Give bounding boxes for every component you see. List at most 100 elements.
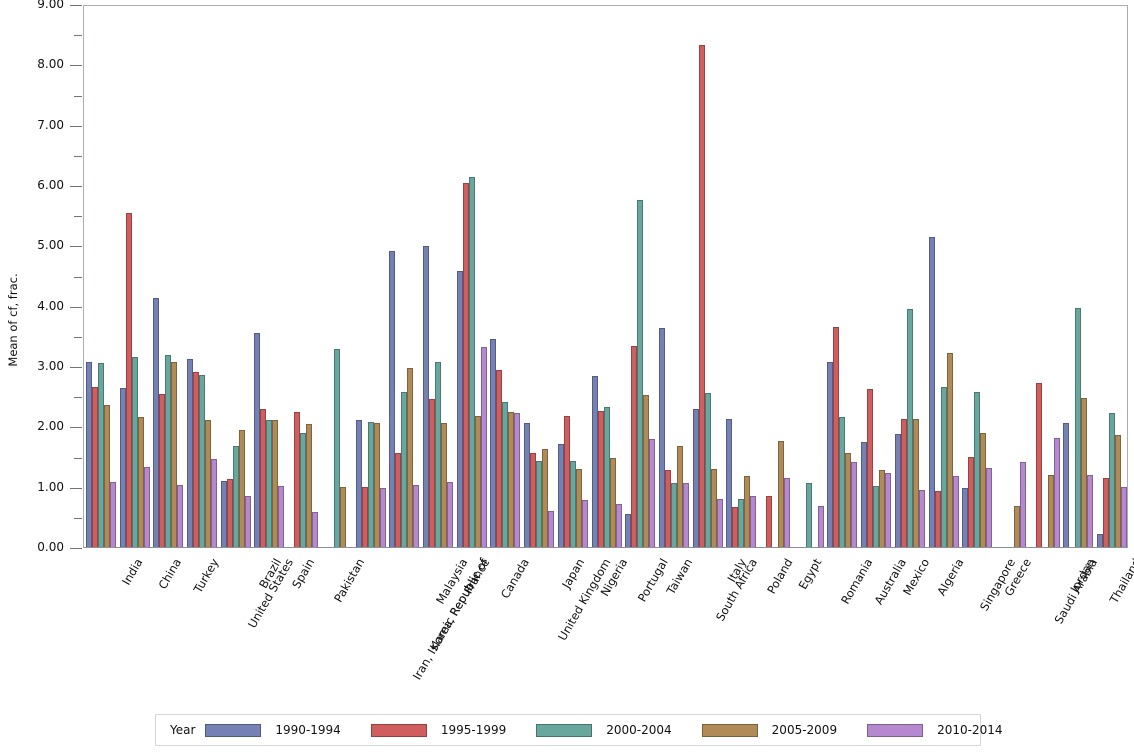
bar <box>272 420 279 547</box>
x-axis-tick-label: Canada <box>497 556 532 601</box>
plot-area <box>83 5 1128 548</box>
y-axis-tick <box>70 186 82 187</box>
bar <box>603 407 610 547</box>
x-axis-tick-label: Italy <box>724 556 749 585</box>
y-axis-tick-label: 5.00 <box>37 238 64 253</box>
bar <box>85 362 92 547</box>
x-axis-tick-label: Brazil <box>255 556 284 591</box>
bar <box>490 339 497 547</box>
bar-group <box>1030 4 1060 547</box>
bar <box>698 45 705 547</box>
bar <box>805 483 812 547</box>
x-axis-tick-label: Taiwan <box>663 556 696 597</box>
legend-item[interactable]: 2000-2004 <box>536 723 697 737</box>
y-axis-tick <box>70 246 82 248</box>
bar <box>373 423 380 547</box>
x-axis-tick-label: Pakistan <box>331 556 368 605</box>
x-axis-tick-label: United Kingdom <box>555 556 614 643</box>
bar <box>143 466 150 547</box>
legend-swatch <box>205 723 262 737</box>
legend-item[interactable]: 1990-1994 <box>205 723 366 737</box>
bar <box>861 442 868 547</box>
y-axis-tick-label: 3.00 <box>37 359 64 373</box>
y-axis-tick-label: 7.00 <box>37 117 64 132</box>
x-axis-tick-label: Jordan <box>1067 556 1098 595</box>
bar <box>946 352 953 547</box>
bar <box>912 418 919 547</box>
bar <box>204 419 211 547</box>
y-axis-tick-label: 1.00 <box>37 479 64 494</box>
bar <box>1097 533 1104 547</box>
bar <box>962 487 969 547</box>
bar <box>980 432 987 547</box>
bar <box>851 461 858 547</box>
bar <box>294 412 301 547</box>
bar <box>1020 461 1027 547</box>
y-axis-minor-tick <box>74 216 82 218</box>
bar <box>333 349 340 547</box>
bar <box>845 453 852 547</box>
bar <box>1075 308 1082 547</box>
y-axis-tick-label: 0.00 <box>37 540 64 554</box>
bar <box>91 386 98 547</box>
bar <box>778 440 785 547</box>
bar-group <box>760 4 791 547</box>
bar <box>413 484 420 547</box>
bar <box>446 482 453 547</box>
x-axis-tick-label: Korea, Republic of <box>426 556 491 653</box>
legend-label: 2000-2004 <box>606 723 672 737</box>
bar <box>597 410 604 547</box>
bar <box>480 347 487 547</box>
bar <box>232 445 239 547</box>
y-axis-minor-tick <box>74 276 82 278</box>
legend-item[interactable]: 2010-2014 <box>867 723 1028 737</box>
x-axis-tick-label: Nigeria <box>597 556 631 599</box>
bar <box>817 505 824 547</box>
bar <box>379 487 386 547</box>
bar <box>867 388 874 547</box>
bar <box>159 394 166 547</box>
bar-group <box>389 4 420 547</box>
bar <box>784 477 791 547</box>
bar <box>885 472 892 547</box>
bar-group <box>861 4 892 547</box>
x-axis-tick-label: Iran, Islamic Republic of <box>409 556 491 683</box>
bar <box>407 368 414 547</box>
bar <box>401 391 408 547</box>
bar <box>682 483 689 547</box>
bar <box>278 486 285 547</box>
bar <box>131 356 138 547</box>
bar <box>192 372 199 547</box>
bar <box>244 496 251 547</box>
bar-group <box>928 4 959 547</box>
bar <box>716 498 723 547</box>
bar <box>928 236 935 547</box>
bar <box>839 417 846 547</box>
bar <box>710 469 717 547</box>
bar <box>664 469 671 547</box>
x-axis-tick-label: Thailand <box>1107 556 1134 606</box>
bar <box>563 416 570 547</box>
bar <box>508 412 515 547</box>
y-axis-minor-tick <box>74 35 82 37</box>
bar <box>704 392 711 547</box>
y-axis-tick-label: 9.00 <box>37 0 64 11</box>
bar <box>103 404 110 547</box>
bar-group <box>557 4 588 547</box>
x-axis-tick-label: United States <box>244 556 296 631</box>
bar <box>440 422 447 547</box>
x-axis-tick-label: Malaysia <box>433 556 471 607</box>
legend-item[interactable]: 1995-1999 <box>370 723 532 737</box>
bar <box>306 423 313 547</box>
bar <box>609 458 616 547</box>
bar <box>260 409 267 547</box>
bar <box>474 416 481 547</box>
legend-item[interactable]: 2005-2009 <box>701 723 863 737</box>
bar-group <box>322 4 352 547</box>
y-axis-tick-label: 4.00 <box>37 298 64 313</box>
bar <box>428 398 435 547</box>
legend-swatch <box>701 723 758 737</box>
bar <box>462 183 469 547</box>
bar <box>968 457 975 547</box>
